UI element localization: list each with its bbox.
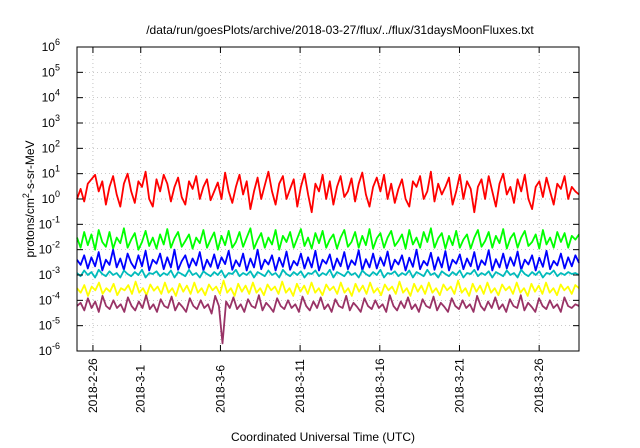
x-tick-label: 2018-3-1 [134, 365, 148, 413]
y-axis-ticks: 10-6 10-5 10-4 10-3 10-2 10-1 100 101 102 103 104 1… [39, 37, 579, 358]
y-axis-title-sup: 2 [21, 193, 31, 198]
series-line-6 [76, 294, 580, 345]
x-tick-label: 2018-3-16 [373, 358, 387, 413]
y-tick-label: 101 [42, 164, 60, 181]
plot-frame [76, 46, 580, 352]
y-tick-label: 10-1 [39, 214, 60, 231]
y-tick-label: 10-5 [39, 316, 60, 333]
y-axis-title: protons/cm2-s-sr-MeV [21, 140, 37, 257]
x-tick-label: 2018-3-11 [293, 359, 307, 413]
x-tick-label: 2018-3-21 [452, 358, 466, 413]
x-axis-ticks: 2018-2-26 2018-3-1 2018-3-6 2018-3-11 2018-3… [86, 47, 546, 413]
y-tick-label: 106 [42, 37, 60, 54]
chart-title: /data/run/goesPlots/archive/2018-03-27/f… [146, 23, 534, 37]
series-line-1 [76, 170, 580, 214]
y-tick-label: 10-4 [39, 290, 60, 307]
y-tick-label: 104 [42, 88, 60, 105]
y-axis-title-base: protons/cm [23, 198, 37, 257]
y-tick-label: 100 [42, 189, 60, 206]
y-tick-label: 102 [42, 138, 60, 155]
x-axis-title: Coordinated Universal Time (UTC) [231, 430, 415, 444]
grid-lines [77, 46, 579, 352]
series-lines [76, 170, 580, 345]
y-tick-label: 10-2 [39, 240, 60, 257]
series-line-2 [76, 227, 580, 251]
x-tick-label: 2018-2-26 [86, 358, 100, 413]
y-tick-label: 10-3 [39, 265, 60, 282]
series-line-5 [76, 279, 580, 297]
series-line-3 [76, 248, 580, 272]
y-tick-label: 105 [42, 62, 60, 79]
y-tick-label: 10-6 [39, 341, 60, 358]
x-tick-label: 2018-3-26 [532, 358, 546, 413]
x-tick-label: 2018-3-6 [213, 365, 227, 413]
y-axis-title-rest: -s-sr-MeV [23, 140, 37, 193]
series-line-4 [76, 268, 580, 279]
y-tick-label: 103 [42, 113, 60, 130]
